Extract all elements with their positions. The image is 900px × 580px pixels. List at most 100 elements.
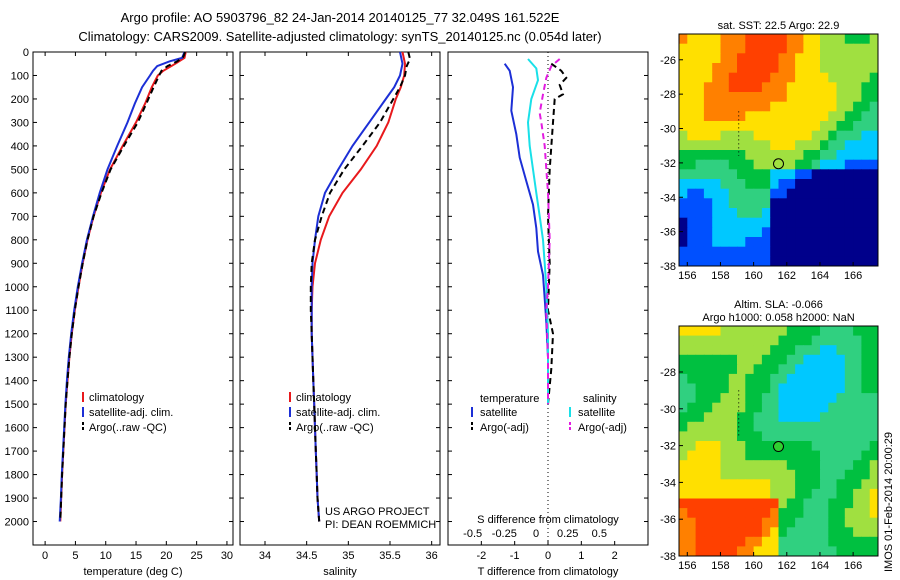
map-cell (861, 364, 871, 375)
map-cell (803, 441, 813, 452)
map-cell (778, 130, 788, 141)
map-cell (761, 441, 771, 452)
y-tick-label: 1300 (5, 352, 29, 364)
map-cell (853, 237, 862, 248)
map-cell (737, 488, 746, 499)
map-subtitle: Argo h1000: 0.058 h2000: NaN (702, 312, 854, 324)
map-cell (745, 92, 755, 103)
map-cell (770, 140, 779, 151)
map-cell (687, 159, 697, 170)
map-cell (728, 159, 738, 170)
map-cell (703, 237, 713, 248)
map-cell (745, 450, 755, 461)
map-cell (770, 326, 779, 337)
x-tick-label: 166 (844, 560, 862, 572)
map-cell (720, 354, 730, 365)
map-cell (811, 140, 821, 151)
map-cell (712, 121, 721, 132)
map-cell (712, 227, 721, 238)
map-cell (745, 354, 755, 365)
map-cell (786, 140, 796, 151)
map-cell (844, 188, 854, 199)
map-cell (786, 536, 796, 547)
map-cell (687, 53, 697, 64)
map-cell (828, 326, 838, 337)
map-cell (753, 130, 763, 141)
map-cell (853, 256, 862, 267)
map-cell (720, 111, 730, 122)
map-cell (737, 527, 746, 538)
map-cell (770, 256, 779, 267)
map-cell (687, 345, 697, 356)
map-cell (737, 536, 746, 547)
map-cell (869, 546, 879, 557)
legend-label: satellite-adj. clim. (296, 407, 380, 419)
map-cell (761, 63, 771, 74)
map-cell (853, 246, 862, 257)
map-cell (728, 198, 738, 209)
map-title: sat. SST: 22.5 Argo: 22.9 (718, 20, 840, 32)
map-cell (712, 246, 721, 257)
map-cell (861, 53, 871, 64)
y-tick-label: 1600 (5, 423, 29, 435)
map-cell (795, 43, 804, 54)
map-cell (712, 536, 721, 547)
map-cell (745, 82, 755, 93)
map-cell (703, 179, 713, 190)
map-cell (720, 546, 730, 557)
map-cell (861, 354, 871, 365)
map-cell (770, 72, 779, 83)
map-cell (853, 373, 862, 384)
map-cell (679, 179, 688, 190)
map-cell (737, 34, 746, 45)
map-cell (703, 383, 713, 394)
map-cell (737, 82, 746, 93)
map-cell (853, 159, 862, 170)
map-cell (770, 179, 779, 190)
map-cell (695, 121, 705, 132)
map-cell (720, 198, 730, 209)
map-cell (803, 326, 813, 337)
x-tick-label: 158 (711, 270, 729, 282)
map-cell (828, 179, 838, 190)
map-cell (687, 208, 697, 219)
map-cell (712, 450, 721, 461)
map-cell (786, 345, 796, 356)
map-cell (828, 517, 838, 528)
map-cell (737, 63, 746, 74)
map-cell (761, 488, 771, 499)
map-cell (861, 179, 871, 190)
map-cell (703, 92, 713, 103)
map-cell (703, 450, 713, 461)
map-cell (795, 227, 804, 238)
map-cell (728, 431, 738, 442)
map-cell (761, 140, 771, 151)
map-cell (820, 179, 829, 190)
map-cell (770, 412, 779, 423)
map-cell (853, 43, 862, 54)
map-cell (712, 364, 721, 375)
map-cell (795, 335, 804, 346)
map-cell (761, 335, 771, 346)
map-cell (795, 431, 804, 442)
map-cell (786, 326, 796, 337)
map-cell (753, 364, 763, 375)
y-tick-label: 1900 (5, 493, 29, 505)
map-cell (745, 63, 755, 74)
y-tick-label: 600 (11, 188, 29, 200)
x-tick-label: 162 (778, 560, 796, 572)
map-cell (712, 43, 721, 54)
map-cell (811, 421, 821, 432)
y-tick-label: 700 (11, 211, 29, 223)
map-cell (795, 383, 804, 394)
y-tick-label: -36 (660, 227, 676, 239)
map-cell (737, 256, 746, 267)
map-cell (770, 546, 779, 557)
map-cell (844, 450, 854, 461)
map-cell (687, 188, 697, 199)
map-cell (786, 130, 796, 141)
map-cell (737, 508, 746, 519)
map-cell (836, 402, 846, 413)
map-cell (712, 72, 721, 83)
map-cell (811, 527, 821, 538)
